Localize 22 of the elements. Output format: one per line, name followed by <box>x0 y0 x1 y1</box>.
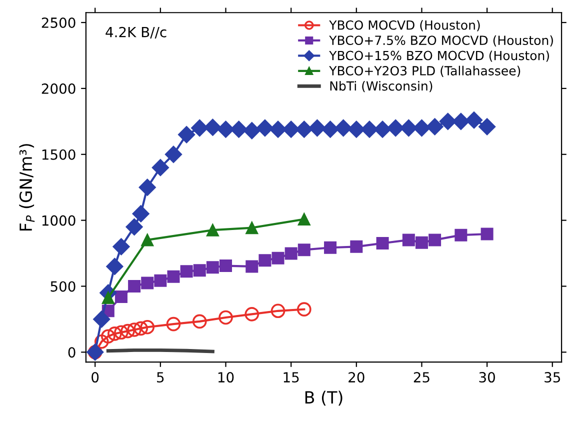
legend-label: NbTi (Wisconsin) <box>330 81 432 92</box>
y-tick-label: 2500 <box>42 17 76 28</box>
x-tick-label: 20 <box>348 372 364 383</box>
y-tick-label: 500 <box>50 281 76 292</box>
legend-label: YBCO+Y2O3 PLD (Tallahassee) <box>329 66 520 77</box>
x-tick-label: 0 <box>92 372 99 383</box>
legend-label: YBCO+15% BZO MOCVD (Houston) <box>329 50 549 62</box>
y-tick-label: 1000 <box>42 215 76 226</box>
x-axis-title: B (T) <box>305 390 342 406</box>
legend-label: YBCO MOCVD (Houston) <box>329 20 480 32</box>
x-tick-label: 25 <box>414 372 430 383</box>
x-tick-label: 10 <box>218 372 234 383</box>
y-tick-label: 2000 <box>42 83 76 94</box>
y-axis-title: F$_{P}$ (GN/m³) <box>19 144 35 230</box>
x-tick-label: 5 <box>157 372 164 383</box>
x-tick-label: 30 <box>479 372 495 383</box>
x-tick-label: 35 <box>544 372 560 383</box>
y-tick-label: 0 <box>68 347 76 358</box>
y-tick-label: 1500 <box>42 149 76 160</box>
x-tick-label: 15 <box>284 372 299 383</box>
legend-label: YBCO+7.5% BZO MOCVD (Houston) <box>329 35 553 46</box>
annotation: 4.2K B//c <box>106 26 166 38</box>
